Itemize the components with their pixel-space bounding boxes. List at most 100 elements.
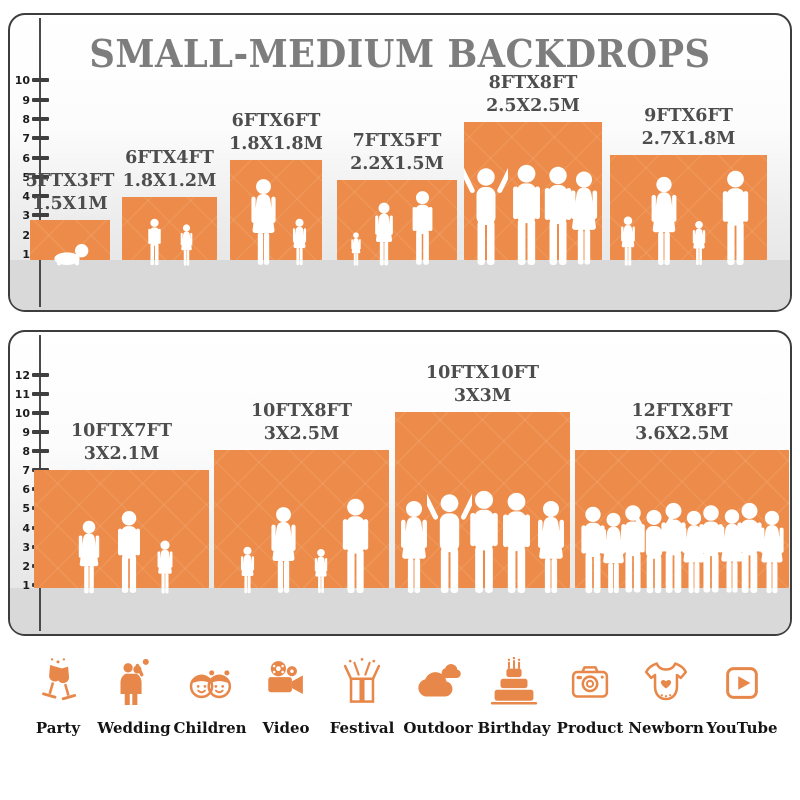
- tick-dash: [32, 194, 49, 198]
- tick-number: 3: [22, 208, 30, 222]
- man-silhouette: [503, 492, 530, 593]
- man-silhouette: [544, 166, 572, 265]
- backdrop-block-6ftx4ft: 6FTX4FT 1.8X1.2M: [122, 148, 217, 266]
- girl-silhouette: [180, 224, 193, 266]
- man-silhouette: [699, 505, 723, 593]
- ruler-tick: 6: [12, 151, 49, 165]
- category-label: Newborn: [628, 719, 704, 737]
- girl-silhouette: [157, 540, 173, 594]
- ruler-tick: 5: [12, 170, 49, 184]
- size-m: 1.8X1.8M: [229, 133, 323, 154]
- man-silhouette: [513, 164, 540, 265]
- man-arms-up-silhouette: [464, 166, 508, 265]
- ruler-tick: 4: [12, 189, 49, 203]
- category-outdoor: Outdoor: [402, 656, 474, 737]
- tick-number: 2: [22, 228, 30, 242]
- tick-dash: [32, 449, 49, 453]
- backdrop-block-10ftx10ft: 10FTX10FT 3X3M: [395, 363, 570, 594]
- woman-silhouette: [602, 512, 625, 594]
- figures-five-adults: [401, 490, 564, 594]
- baby-silhouette: [54, 244, 89, 266]
- ruler-tick: 9: [12, 93, 49, 107]
- category-label: Children: [173, 719, 247, 737]
- tick-number: 7: [22, 463, 30, 477]
- category-festival: Festival: [326, 656, 398, 737]
- woman-silhouette: [651, 176, 677, 266]
- backdrop-size-label: 10FTX8FT 3X2.5M: [192, 400, 412, 445]
- tick-number: 1: [22, 247, 30, 261]
- size-m: 2.7X1.8M: [641, 128, 736, 149]
- tick-number: 6: [22, 482, 30, 496]
- size-ft: 9FTX6FT: [644, 106, 733, 127]
- man-arms-up-silhouette: [427, 492, 472, 593]
- man-silhouette: [470, 490, 498, 593]
- woman-silhouette: [375, 202, 393, 266]
- small-medium-panel: SMALL-MEDIUM BACKDROPS 10 9 8 7 6 5 4 3 …: [8, 13, 792, 312]
- woman-silhouette: [271, 507, 296, 593]
- tick-number: 2: [22, 559, 30, 573]
- backdrop-size-label: 10FTX7FT 3X2.1M: [12, 420, 232, 465]
- category-party: Party: [22, 656, 94, 737]
- size-ft: 7FTX5FT: [352, 131, 442, 152]
- tick-dash: [32, 430, 49, 434]
- toddler-silhouette: [351, 232, 361, 266]
- tick-dash: [32, 373, 49, 377]
- tick-dash: [32, 78, 49, 82]
- figures-family-of-four: [621, 170, 749, 266]
- festival-icon: [343, 658, 381, 703]
- woman-silhouette: [760, 510, 784, 594]
- backdrop-block-5ftx3ft: 5FTX3FT 1.5X1M: [26, 171, 114, 266]
- tick-number: 10: [14, 73, 30, 87]
- birthday-icon: [490, 656, 538, 705]
- figures-couple-with-child: [78, 511, 173, 594]
- tick-dash: [32, 98, 49, 102]
- size-m: 2.5X2.5M: [486, 95, 580, 116]
- category-birthday: Birthday: [477, 656, 551, 737]
- backdrop-size-label: 9FTX6FT 2.7X1.8M: [579, 105, 799, 150]
- backdrop-size-label: 12FTX8FT 3.6X2.5M: [572, 400, 792, 445]
- backdrop-block-6ftx6ft: 6FTX6FT 1.8X1.8M: [229, 111, 323, 266]
- backdrop-block-10ftx8ft: 10FTX8FT 3X2.5M: [214, 401, 389, 594]
- woman-silhouette: [78, 520, 100, 594]
- tick-dash: [32, 136, 49, 140]
- woman-silhouette: [570, 171, 598, 265]
- category-label: Birthday: [477, 719, 551, 737]
- boy-silhouette: [148, 218, 161, 266]
- size-m: 1.8X1.2M: [122, 170, 217, 191]
- tick-number: 4: [22, 521, 30, 535]
- wedding-icon: [120, 658, 149, 705]
- party-icon: [42, 658, 77, 701]
- size-ft: 10FTX8FT: [250, 401, 352, 422]
- category-youtube: YouTube: [706, 656, 778, 737]
- girl-silhouette: [621, 216, 635, 266]
- newborn-icon: [644, 662, 688, 701]
- tick-number: 12: [14, 368, 30, 382]
- toddler-silhouette: [314, 548, 328, 594]
- ruler-tick: 10: [12, 406, 49, 420]
- size-ft: 8FTX8FT: [488, 73, 578, 94]
- man-silhouette: [722, 170, 749, 266]
- figures-crawling-baby: [54, 244, 89, 266]
- category-label: Product: [556, 719, 624, 737]
- girl-silhouette: [240, 546, 255, 594]
- tick-number: 8: [22, 112, 30, 126]
- tick-dash: [32, 117, 49, 121]
- category-label: Outdoor: [403, 719, 473, 737]
- size-m: 3.6X2.5M: [635, 423, 729, 444]
- tick-number: 7: [22, 131, 30, 145]
- backdrop-size-label: 6FTX6FT 1.8X1.8M: [166, 110, 386, 155]
- floor-strip: [10, 588, 790, 634]
- category-product: Product: [554, 656, 626, 737]
- tick-dash: [32, 392, 49, 396]
- figures-family-of-four: [240, 498, 369, 594]
- size-ft: 10FTX7FT: [70, 421, 172, 442]
- ruler-line: [39, 18, 41, 307]
- size-m: 3X3M: [453, 385, 512, 406]
- medium-large-panel: 12 11 10 9 8 7 6 5 4 3 2 1 10FTX7FT 3X2.1…: [8, 330, 792, 636]
- tick-dash: [32, 175, 49, 179]
- category-label: Festival: [329, 719, 395, 737]
- category-label: YouTube: [706, 719, 778, 737]
- figures-family-of-three: [351, 191, 433, 266]
- woman-silhouette: [538, 500, 564, 594]
- ruler-tick: 11: [12, 387, 49, 401]
